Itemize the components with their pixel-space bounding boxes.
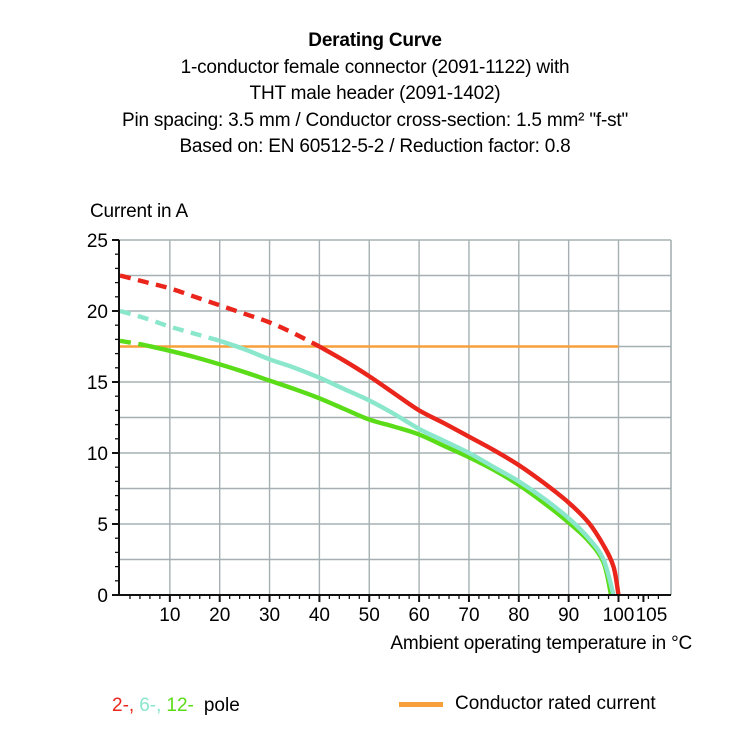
page-title: Derating Curve [308,30,442,51]
y-tick-label: 15 [87,373,108,394]
plot-frame [119,239,672,595]
series-12-pole [119,338,614,596]
x-tick-label: 105 [636,605,668,626]
y-axis-title: Current in A [90,201,188,222]
x-tick-label: 100 [603,605,635,626]
x-tick-label: 10 [159,605,180,626]
tick-labels: 10 20 30 40 50 60 70 80 90 100 105 0 5 10 15 20 25 [87,231,667,626]
x-tick-label: 60 [409,605,430,626]
subtitle-line-4: Based on: EN 60512-5-2 / Reduction facto… [179,136,571,157]
series-2-pole-solid [318,344,621,596]
pole-label-2: 2-, [112,695,135,716]
y-tick-label: 25 [87,231,108,252]
x-tick-label: 30 [259,605,280,626]
series-12-pole-dashed [119,338,146,348]
y-tick-label: 5 [97,515,108,536]
conductor-rated-current-label: Conductor rated current [455,693,656,714]
x-tick-label: 80 [508,605,529,626]
series-6-pole [119,308,616,596]
pole-suffix-label: pole [203,695,240,716]
pole-label-12: 12- [166,695,194,716]
series-12-pole-solid [144,342,614,596]
subtitle-line-3: Pin spacing: 3.5 mm / Conductor cross-se… [121,109,628,131]
series-2-pole [119,273,621,596]
y-tick-label: 0 [97,586,108,607]
minor-ticks [115,253,660,599]
x-tick-label: 40 [309,605,330,626]
major-ticks [112,239,645,602]
gridlines [119,240,671,595]
y-tick-label: 10 [87,444,108,465]
x-axis-title: Ambient operating temperature in °C [390,633,692,654]
x-tick-label: 70 [458,605,479,626]
chart-header: Derating Curve 1-conductor female connec… [0,28,750,161]
legend: 2-, 6-, 12- pole Conductor rated current [0,693,750,723]
series-2-pole-dashed [119,273,321,349]
pole-labels: 2-, 6-, 12- [112,695,199,716]
subtitle-line-2: THT male header (2091-1402) [249,83,501,104]
x-tick-label: 50 [359,605,380,626]
legend-poles: 2-, 6-, 12- pole [112,695,245,717]
conductor-rated-current-swatch [399,701,443,707]
series-6-pole-solid [218,338,616,596]
pole-label-6: 6-, [139,695,162,716]
x-tick-label: 20 [209,605,230,626]
y-tick-label: 20 [87,302,108,323]
x-tick-label: 90 [558,605,579,626]
legend-rated-current: Conductor rated current [399,693,656,715]
subtitle-line-1: 1-conductor female connector (2091-1122)… [180,56,570,78]
